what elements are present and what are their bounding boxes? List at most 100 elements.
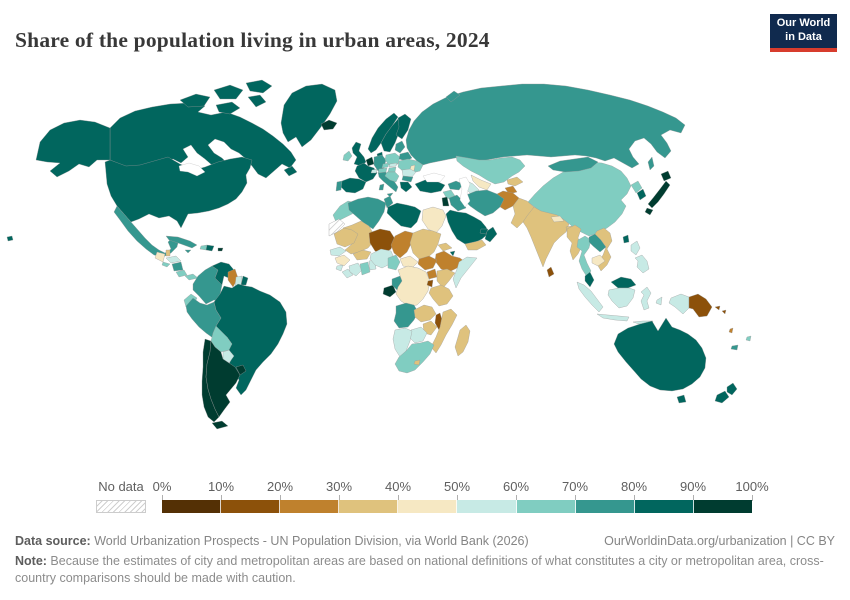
country-alaska[interactable] [35,119,111,178]
country-tanzania[interactable] [428,284,454,307]
country-cuba[interactable] [165,235,198,249]
country-burkina-faso[interactable] [352,249,372,261]
country-somalia[interactable] [452,256,478,289]
legend-bin-0-10%[interactable] [162,500,222,513]
country-liberia[interactable] [341,268,354,279]
owid-logo[interactable]: Our World in Data [770,14,837,52]
legend-bin-80-90%[interactable] [634,500,694,513]
country-canadian-arctic-islands[interactable] [179,79,273,115]
country-sierra-leone[interactable] [335,264,344,272]
country-south-korea[interactable] [636,188,647,201]
country-vanuatu[interactable] [728,327,734,334]
country-spain[interactable] [340,177,367,194]
country-jamaica[interactable] [184,249,192,254]
country-france[interactable] [354,162,378,183]
country-chad[interactable] [390,230,414,259]
country-sakhalin[interactable] [647,156,655,171]
country-poland[interactable] [384,152,401,167]
legend-bin-50-60%[interactable] [457,500,517,513]
country-djibouti[interactable] [449,250,456,257]
country-philippines[interactable] [630,240,650,274]
country-greece[interactable] [399,181,413,193]
country-papua-new-guinea[interactable] [688,293,713,318]
country-balkans[interactable] [384,171,400,183]
country-fiji[interactable] [745,335,752,342]
country-saudi-arabia[interactable] [445,209,490,245]
country-caucasus[interactable] [447,180,464,191]
country-indonesia[interactable] [576,281,690,326]
legend-bin-60-70%[interactable] [516,500,576,513]
legend-bin-40-50%[interactable] [398,500,458,513]
country-new-caledonia[interactable] [730,344,739,351]
country-nepal[interactable] [550,215,565,223]
country-australia[interactable] [613,317,707,392]
country-tasmania[interactable] [676,394,687,404]
country-puerto-rico[interactable] [217,247,224,252]
country-solomon-islands[interactable] [714,305,727,315]
country-venezuela[interactable] [211,261,235,286]
country-hungary[interactable] [387,166,397,173]
country-novaya-zemlya[interactable] [445,90,461,103]
country-japan[interactable] [644,170,672,216]
country-tunisia[interactable] [383,195,394,209]
country-niger[interactable] [368,228,396,255]
country-thailand[interactable] [576,235,592,278]
country-slovakia[interactable] [388,162,398,168]
country-sri-lanka[interactable] [546,266,555,278]
country-oman[interactable] [484,226,498,243]
country-romania[interactable] [401,168,417,178]
country-united-states[interactable] [104,156,253,229]
country-uganda[interactable] [426,268,438,280]
country-dominican-republic[interactable] [205,244,215,252]
legend-no-data-swatch[interactable] [96,500,146,513]
country-switzerland[interactable] [370,168,378,174]
country-honduras[interactable] [165,255,182,264]
country-haiti[interactable] [199,244,208,251]
country-eritrea[interactable] [437,242,453,252]
country-kazakhstan[interactable] [455,155,526,185]
country-argentina[interactable] [205,340,241,418]
country-uruguay[interactable] [235,364,247,376]
country-paraguay[interactable] [222,349,235,364]
country-sudan[interactable] [409,228,442,260]
country-yemen[interactable] [464,239,487,251]
country-cote-divoire[interactable] [348,262,363,277]
country-baltic-states[interactable] [394,140,406,154]
country-new-zealand[interactable] [714,382,738,404]
country-mozambique[interactable] [430,308,458,354]
legend-bin-20-30%[interactable] [280,500,340,513]
country-ukraine[interactable] [397,158,424,174]
country-greenland[interactable] [280,83,338,148]
country-north-korea[interactable] [630,180,643,194]
country-ghana[interactable] [359,261,371,276]
country-rwanda-burundi[interactable] [426,279,434,288]
country-gabon[interactable] [382,284,397,298]
country-south-sudan[interactable] [417,255,438,271]
country-libya[interactable] [386,202,422,229]
country-iceland[interactable] [320,119,338,131]
country-portugal[interactable] [335,180,343,192]
country-western-sahara[interactable] [328,218,346,237]
country-canada[interactable] [109,102,298,179]
country-taiwan[interactable] [622,234,630,244]
country-dr-congo[interactable] [395,265,431,307]
country-hawaii[interactable] [6,235,14,242]
country-lesotho[interactable] [413,359,421,366]
country-french-guiana[interactable] [240,275,249,286]
country-israel-jordan[interactable] [441,196,450,207]
country-guinea[interactable] [334,254,351,267]
country-czechia[interactable] [381,162,390,169]
legend-bin-30-40%[interactable] [339,500,399,513]
country-el-salvador[interactable] [161,261,171,268]
country-finland[interactable] [395,113,412,140]
legend-bin-10-20%[interactable] [221,500,281,513]
country-costa-rica[interactable] [175,269,188,278]
country-cameroon[interactable] [387,254,401,271]
country-italy[interactable] [377,169,399,198]
country-india[interactable] [522,206,570,268]
country-mauritania[interactable] [333,227,359,248]
country-vietnam[interactable] [594,227,613,272]
country-madagascar[interactable] [454,324,471,357]
country-zambia[interactable] [413,304,437,323]
